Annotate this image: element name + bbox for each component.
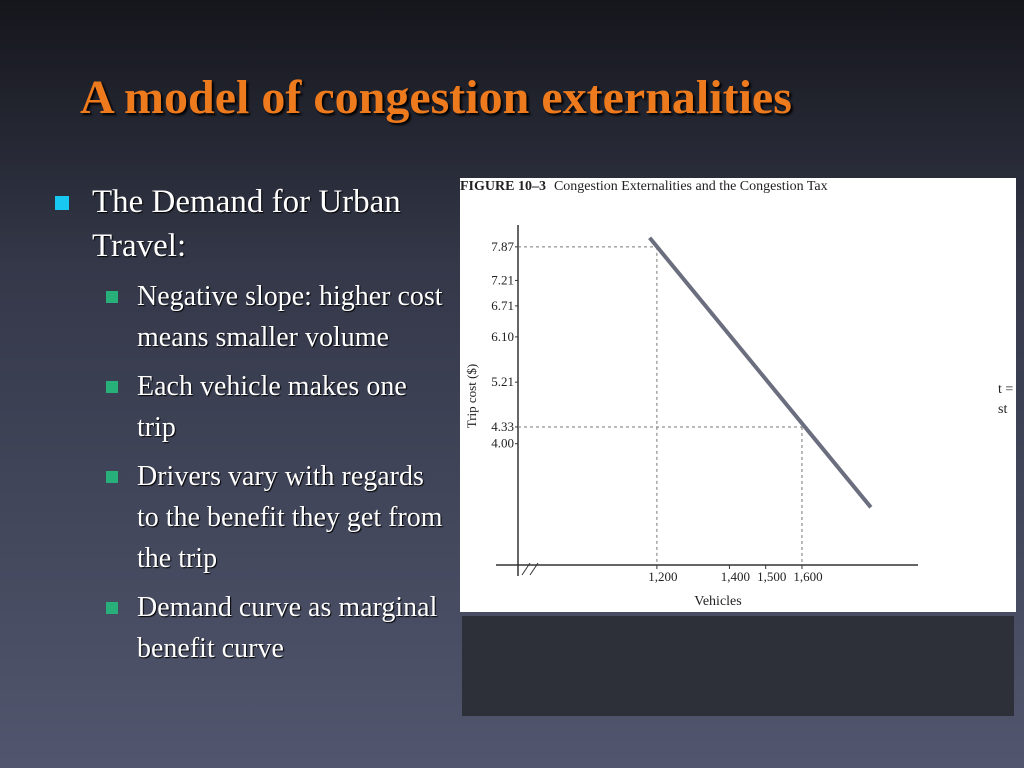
- dark-panel: [462, 616, 1014, 716]
- x-tick-label: 1,200: [648, 569, 677, 584]
- figure-number: FIGURE 10–3: [460, 179, 546, 194]
- y-tick-label: 6.10: [491, 329, 514, 344]
- x-tick-label: 1,600: [793, 569, 822, 584]
- bullet-list: The Demand for Urban Travel: Negative sl…: [55, 180, 445, 669]
- y-tick-label: 5.21: [491, 374, 514, 389]
- sub-bullet: Demand curve as marginal benefit curve: [55, 587, 445, 669]
- x-tick-label: 1,500: [757, 569, 786, 584]
- cropped-text: st: [998, 402, 1007, 417]
- y-tick-label: 6.71: [491, 298, 514, 313]
- demand-curve: [648, 236, 873, 509]
- figure-title: Congestion Externalities and the Congest…: [554, 179, 828, 194]
- y-tick-label: 4.33: [491, 419, 514, 434]
- sub-bullets: Negative slope: higher cost means smalle…: [55, 276, 445, 669]
- cropped-text: t =: [998, 382, 1013, 397]
- figure: FIGURE 10–3 Congestion Externalities and …: [460, 178, 1016, 612]
- sub-bullet: Negative slope: higher cost means smalle…: [55, 276, 445, 358]
- y-tick-label: 4.00: [491, 436, 514, 451]
- sub-bullet: Drivers vary with regards to the benefit…: [55, 456, 445, 579]
- y-tick-label: 7.21: [491, 272, 514, 287]
- x-axis-label: Vehicles: [694, 594, 741, 609]
- sub-bullet: Each vehicle makes one trip: [55, 366, 445, 448]
- bullet: The Demand for Urban Travel:: [55, 180, 445, 268]
- axis-break: [529, 562, 539, 576]
- y-axis-label: Trip cost ($): [464, 364, 479, 429]
- slide-title: A model of congestion externalities: [80, 71, 792, 124]
- figure-label: FIGURE 10–3 Congestion Externalities and …: [460, 179, 828, 194]
- axis-break: [521, 562, 531, 576]
- y-tick-label: 7.87: [491, 239, 514, 254]
- x-tick-label: 1,400: [721, 569, 750, 584]
